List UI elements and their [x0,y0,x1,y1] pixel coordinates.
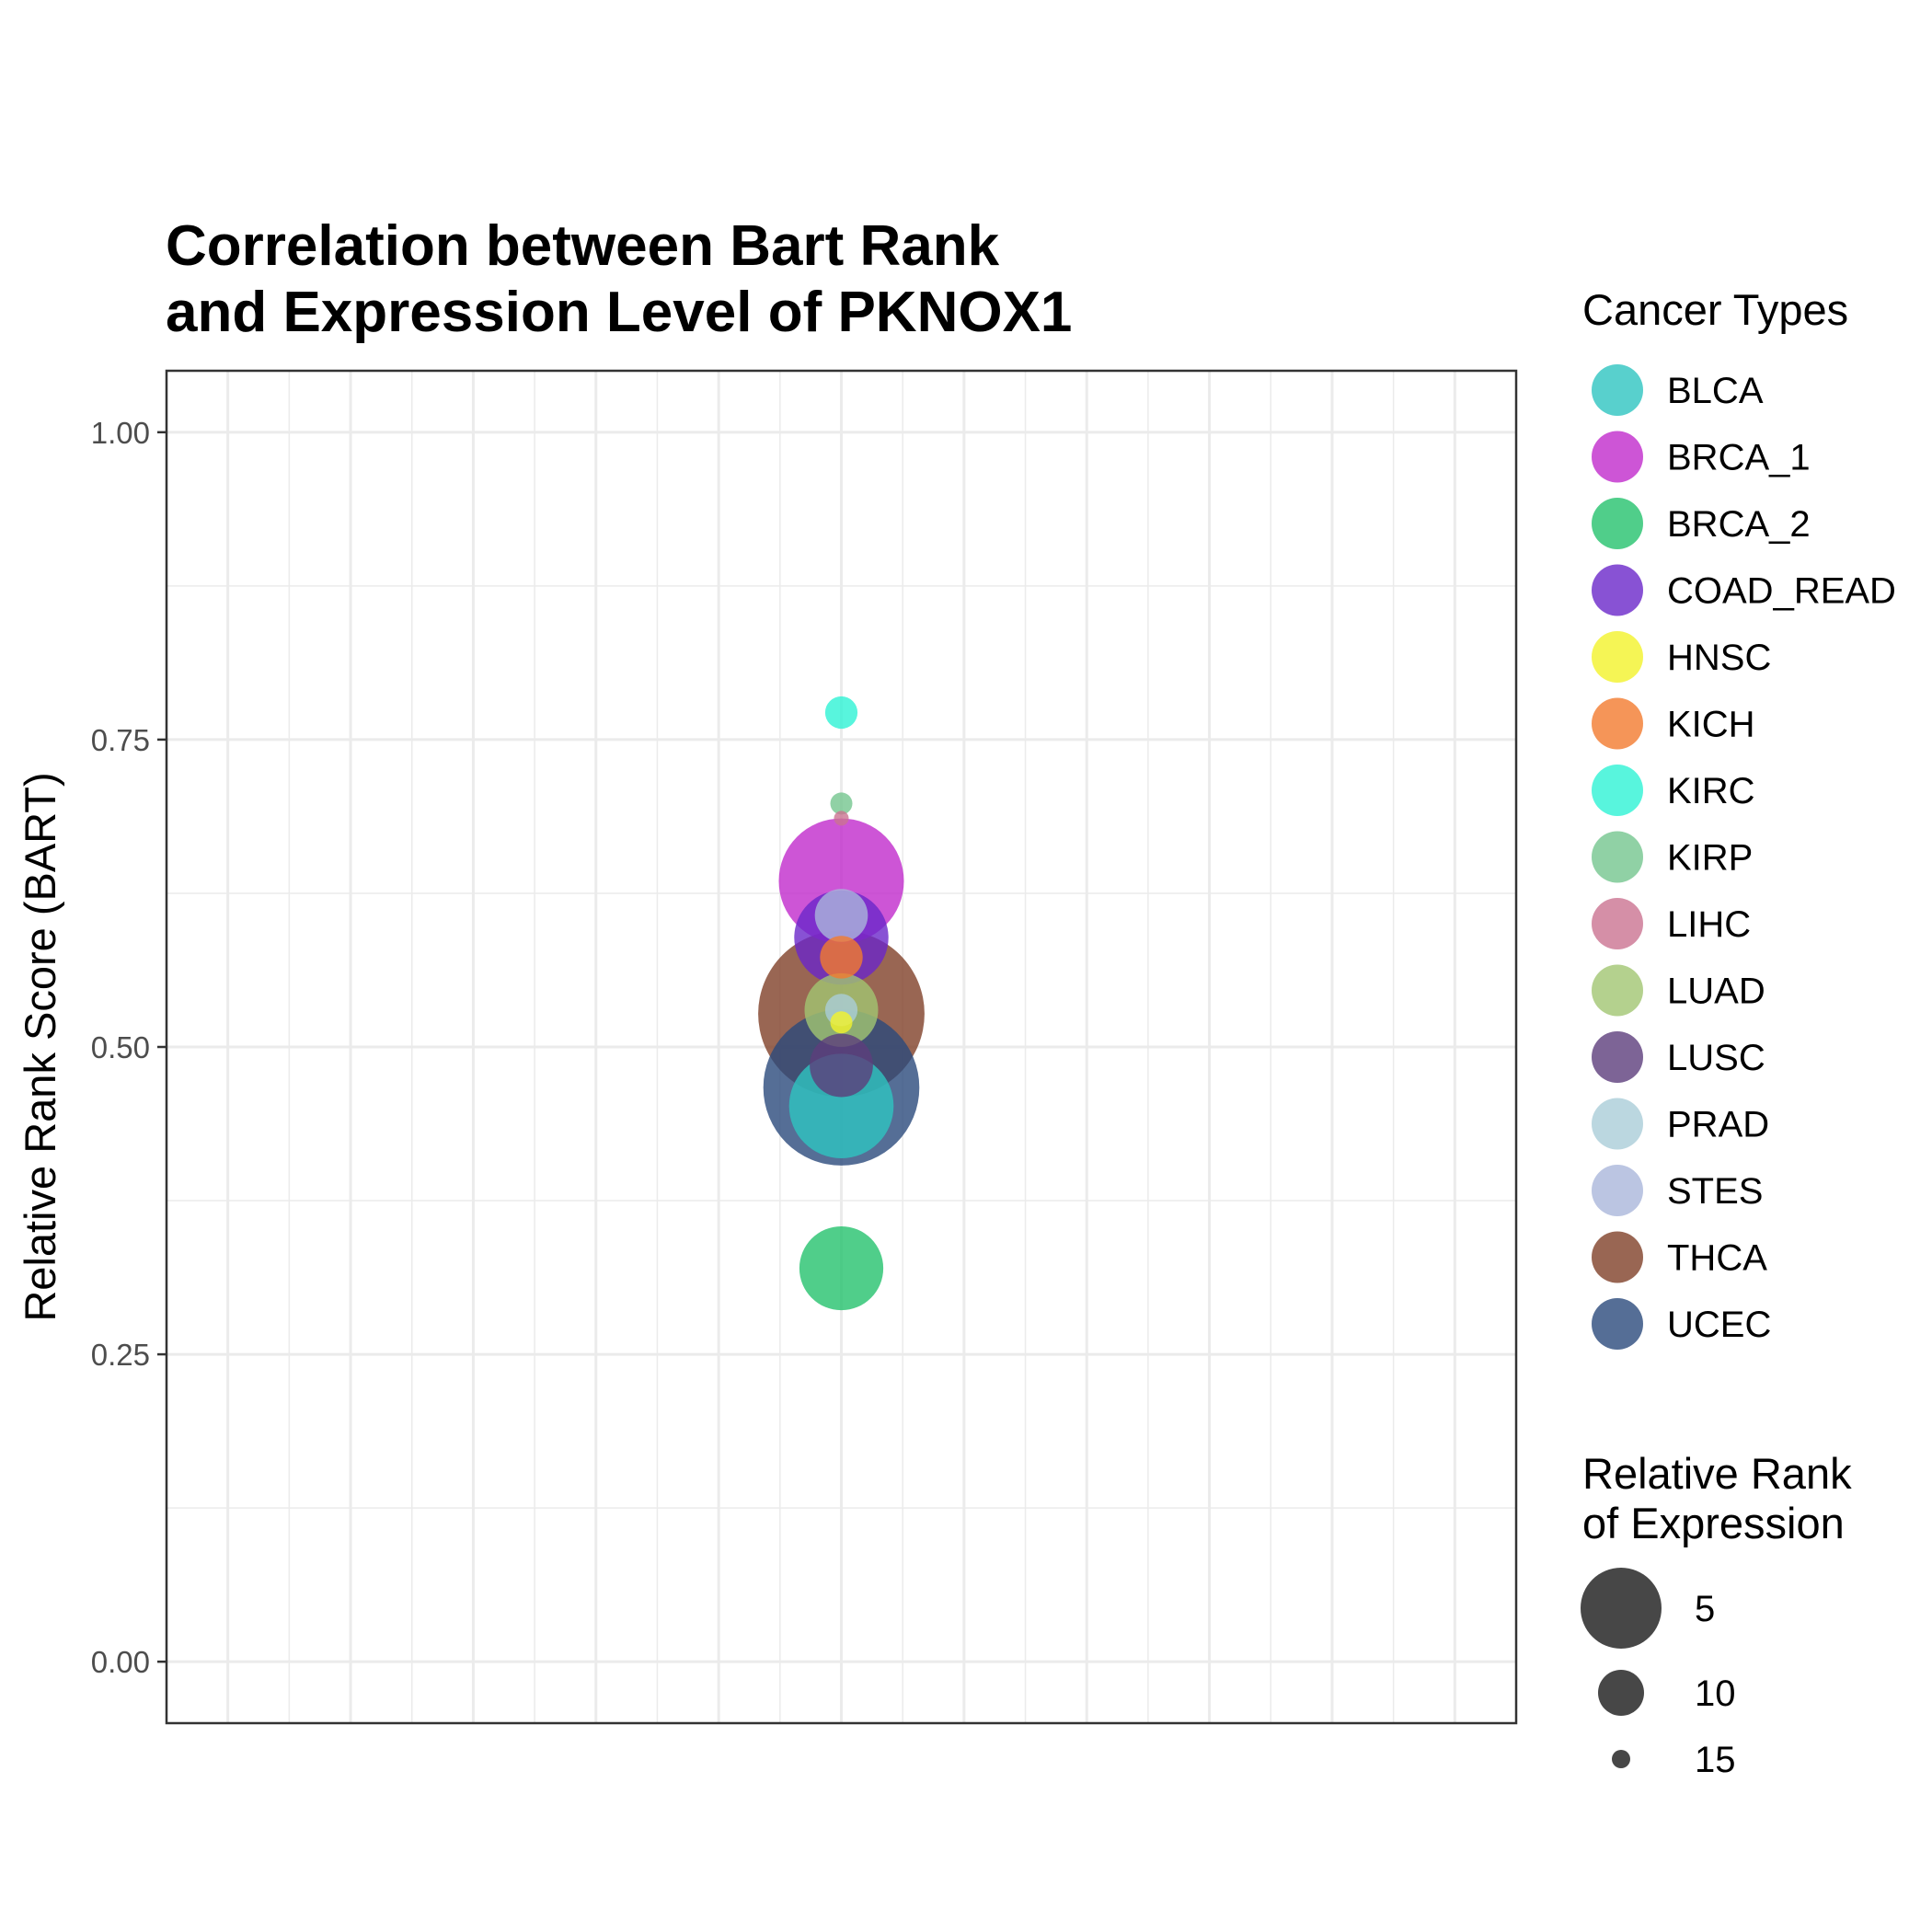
legend-key-lihc [1592,898,1643,949]
legend-key-prad [1592,1098,1643,1150]
legend-key-brca-1 [1592,431,1643,483]
legend-label-thca: THCA [1667,1238,1767,1279]
legend-key-blca [1592,364,1643,416]
color-legend-title: Cancer Types [1582,285,1848,334]
legend-label-luad: LUAD [1667,972,1765,1012]
legend-label-lusc: LUSC [1667,1038,1765,1078]
chart-title-line-1: Correlation between Bart Rank [166,214,1000,278]
data-point-lusc [810,1033,873,1098]
y-tick-label: 0.00 [91,1645,150,1679]
legend-label-stes: STES [1667,1171,1763,1212]
legend-key-brca-2 [1592,498,1643,549]
legend-key-luad [1592,964,1643,1017]
data-point-hnsc [830,1011,853,1034]
y-axis-label: Relative Rank Score (BART) [16,772,64,1321]
legend-key-lusc [1592,1031,1643,1083]
size-legend-label: 15 [1695,1740,1736,1780]
size-legend-key [1598,1670,1644,1716]
size-legend-key [1612,1750,1630,1768]
size-legend-key [1581,1568,1662,1649]
legend-label-ucec: UCEC [1667,1305,1771,1345]
size-legend-title-line-2: of Expression [1582,1499,1845,1547]
chart-title-line-2: and Expression Level of PKNOX1 [166,281,1072,344]
y-tick-label: 0.25 [91,1338,150,1372]
legend-label-coad-read: COAD_READ [1667,571,1896,612]
legend-key-ucec [1592,1298,1643,1350]
size-legend-label: 5 [1695,1589,1715,1629]
data-points [758,696,925,1311]
legend-label-blca: BLCA [1667,371,1764,411]
legend-label-brca-1: BRCA_1 [1667,438,1811,478]
data-point-stes [814,889,868,942]
data-point-lihc [834,811,849,826]
data-point-brca-2 [799,1225,884,1311]
legend-key-coad-read [1592,564,1643,616]
legend-label-hnsc: HNSC [1667,638,1771,678]
legend-label-kich: KICH [1667,705,1755,745]
legend-label-lihc: LIHC [1667,904,1751,945]
size-legend-label: 10 [1695,1673,1736,1714]
size-legend-title-line-1: Relative Rank [1582,1449,1852,1498]
legend-key-kich [1592,697,1643,750]
chart-title: Correlation between Bart Rank and Expres… [166,214,1072,344]
gridlines [167,371,1516,1723]
legend-label-kirc: KIRC [1667,771,1755,811]
plot-panel [165,369,1518,1725]
data-point-kirp [830,792,853,815]
color-legend: Cancer Types BLCA BRCA_1 BRCA_2 COAD_READ HN… [1582,285,1896,1350]
y-tick-label: 0.75 [91,723,150,757]
legend-key-kirp [1592,831,1643,883]
data-point-kich [820,936,863,979]
y-tick-label: 1.00 [91,416,150,450]
legend-label-brca-2: BRCA_2 [1667,504,1811,545]
legend-label-prad: PRAD [1667,1105,1769,1145]
color-legend-entries: BLCA BRCA_1 BRCA_2 COAD_READ HNSC KICH KIRC KIR… [1592,364,1896,1350]
y-axis: 0.00 0.25 0.50 0.75 1.00 [91,416,167,1679]
size-legend-entries: 5 10 15 [1581,1568,1736,1780]
size-legend: Relative Rank of Expression 5 10 15 [1581,1449,1852,1780]
legend-key-thca [1592,1231,1643,1283]
y-tick-label: 0.50 [91,1030,150,1064]
legend-key-stes [1592,1165,1643,1216]
legend-key-hnsc [1592,631,1643,683]
legend-label-kirp: KIRP [1667,838,1753,879]
data-point-kirc [824,696,858,730]
legend-key-kirc [1592,765,1643,816]
